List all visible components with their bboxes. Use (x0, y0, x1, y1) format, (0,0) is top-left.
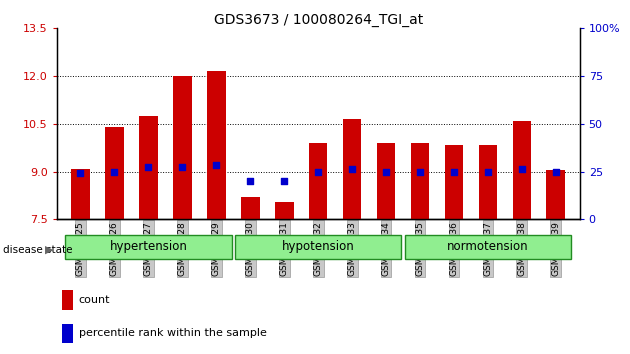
Point (449, 169, 459, 175)
Title: GDS3673 / 100080264_TGI_at: GDS3673 / 100080264_TGI_at (214, 13, 423, 27)
FancyBboxPatch shape (65, 235, 232, 259)
Bar (309, 143, 328, 219)
Point (279, 178, 289, 183)
Bar (241, 197, 260, 219)
Bar (71, 169, 90, 219)
Bar (275, 202, 294, 219)
Point (347, 166, 357, 171)
Text: ▶: ▶ (45, 245, 54, 255)
Bar (343, 119, 362, 219)
Point (245, 178, 255, 184)
Bar (513, 121, 531, 219)
Point (110, 169, 120, 175)
Point (211, 162, 221, 168)
Text: percentile rank within the sample: percentile rank within the sample (79, 329, 266, 338)
Bar (139, 116, 158, 219)
Point (483, 169, 493, 175)
Bar (207, 72, 226, 219)
Point (551, 169, 561, 175)
Text: hypotension: hypotension (282, 240, 355, 253)
Text: count: count (79, 295, 110, 305)
FancyBboxPatch shape (235, 235, 401, 259)
Point (415, 169, 425, 175)
Text: normotension: normotension (447, 240, 529, 253)
Point (517, 166, 527, 171)
Point (381, 169, 391, 175)
Point (76, 170, 86, 176)
Point (177, 164, 187, 170)
Bar (445, 144, 463, 219)
Point (144, 164, 154, 170)
Point (313, 169, 323, 175)
Text: hypertension: hypertension (110, 240, 187, 253)
Bar (546, 170, 565, 219)
Bar (62, 324, 74, 343)
Bar (105, 127, 123, 219)
Bar (173, 76, 192, 219)
FancyBboxPatch shape (404, 235, 571, 259)
Bar (411, 143, 430, 219)
Text: disease state: disease state (3, 245, 72, 255)
Bar (377, 143, 396, 219)
Bar (62, 290, 74, 310)
Bar (479, 144, 497, 219)
